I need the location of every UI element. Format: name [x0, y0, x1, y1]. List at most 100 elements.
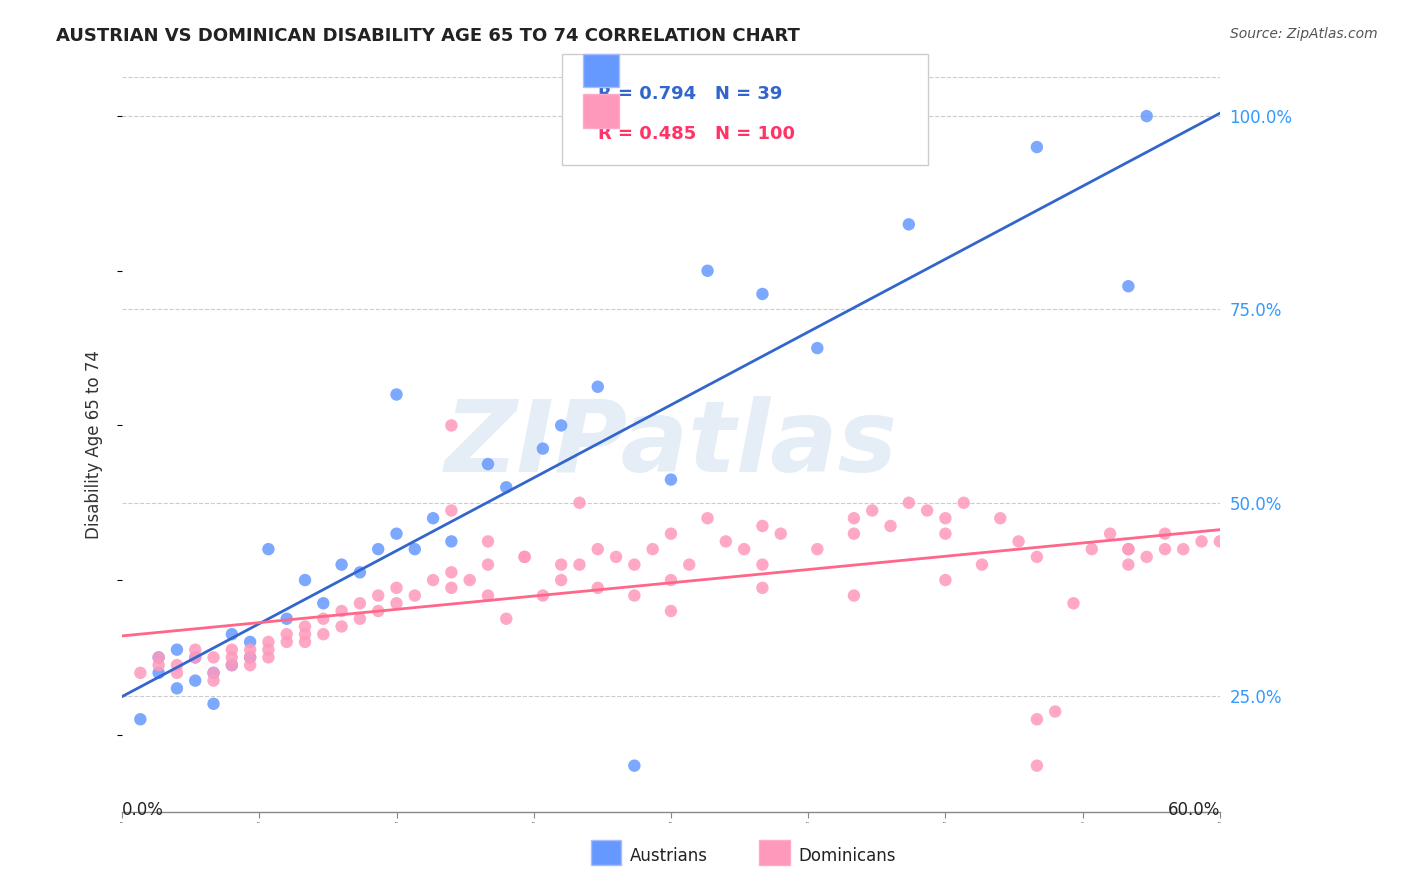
Point [312, 596, 335, 610]
Point [422, 573, 444, 587]
Point [129, 712, 152, 726]
Text: Austrians: Austrians [630, 847, 707, 865]
Point [678, 558, 700, 572]
Point [513, 549, 536, 564]
Point [129, 665, 152, 680]
Point [897, 496, 920, 510]
Text: Source: ZipAtlas.com: Source: ZipAtlas.com [1230, 27, 1378, 41]
Point [349, 596, 371, 610]
Point [1025, 712, 1047, 726]
Point [385, 526, 408, 541]
Point [659, 604, 682, 618]
Point [1118, 279, 1140, 293]
Point [477, 558, 499, 572]
Point [934, 526, 956, 541]
Point [1043, 705, 1066, 719]
Point [202, 697, 225, 711]
Point [276, 635, 298, 649]
Point [221, 658, 243, 673]
Text: Dominicans: Dominicans [799, 847, 896, 865]
Point [294, 627, 316, 641]
Point [988, 511, 1011, 525]
Point [257, 635, 280, 649]
Point [1154, 542, 1177, 557]
Point [202, 673, 225, 688]
Point [477, 457, 499, 471]
Point [751, 558, 773, 572]
Point [202, 665, 225, 680]
Point [148, 658, 170, 673]
Text: R = 0.794   N = 39: R = 0.794 N = 39 [598, 85, 782, 103]
Point [330, 619, 353, 633]
Point [659, 573, 682, 587]
Point [1118, 542, 1140, 557]
Point [952, 496, 974, 510]
Point [184, 650, 207, 665]
Point [806, 341, 828, 355]
Point [367, 542, 389, 557]
Point [202, 665, 225, 680]
Point [221, 658, 243, 673]
Text: 0.0%: 0.0% [122, 801, 165, 819]
Point [586, 581, 609, 595]
Point [312, 627, 335, 641]
Point [1136, 109, 1159, 123]
Point [349, 566, 371, 580]
Point [404, 589, 426, 603]
Point [733, 542, 755, 557]
Point [623, 758, 645, 772]
Point [714, 534, 737, 549]
Point [1099, 526, 1122, 541]
Point [934, 511, 956, 525]
Point [440, 581, 463, 595]
Point [1081, 542, 1104, 557]
Point [239, 642, 262, 657]
Point [751, 519, 773, 533]
Point [166, 658, 188, 673]
Point [148, 650, 170, 665]
Point [440, 534, 463, 549]
Point [641, 542, 664, 557]
Point [550, 418, 572, 433]
Point [257, 642, 280, 657]
Point [934, 573, 956, 587]
Point [1025, 140, 1047, 154]
Point [349, 612, 371, 626]
Point [385, 596, 408, 610]
Point [1025, 758, 1047, 772]
Point [1191, 534, 1213, 549]
Point [659, 526, 682, 541]
Point [806, 542, 828, 557]
Point [239, 650, 262, 665]
Text: ZIPatlas: ZIPatlas [444, 396, 897, 493]
Point [531, 442, 554, 456]
Point [184, 642, 207, 657]
Point [495, 612, 517, 626]
Point [531, 589, 554, 603]
Point [586, 380, 609, 394]
Point [166, 642, 188, 657]
Point [477, 589, 499, 603]
Point [440, 503, 463, 517]
Point [458, 573, 481, 587]
Point [440, 418, 463, 433]
Point [294, 619, 316, 633]
Point [330, 558, 353, 572]
Point [1209, 534, 1232, 549]
Point [1118, 558, 1140, 572]
Point [568, 496, 591, 510]
Point [513, 549, 536, 564]
Text: R = 0.485   N = 100: R = 0.485 N = 100 [598, 125, 794, 143]
Point [605, 549, 627, 564]
Point [257, 650, 280, 665]
Point [970, 558, 993, 572]
Point [276, 612, 298, 626]
Point [1063, 596, 1085, 610]
Point [915, 503, 938, 517]
Point [148, 665, 170, 680]
Point [221, 627, 243, 641]
Point [294, 635, 316, 649]
Point [312, 612, 335, 626]
Point [276, 627, 298, 641]
Point [367, 604, 389, 618]
